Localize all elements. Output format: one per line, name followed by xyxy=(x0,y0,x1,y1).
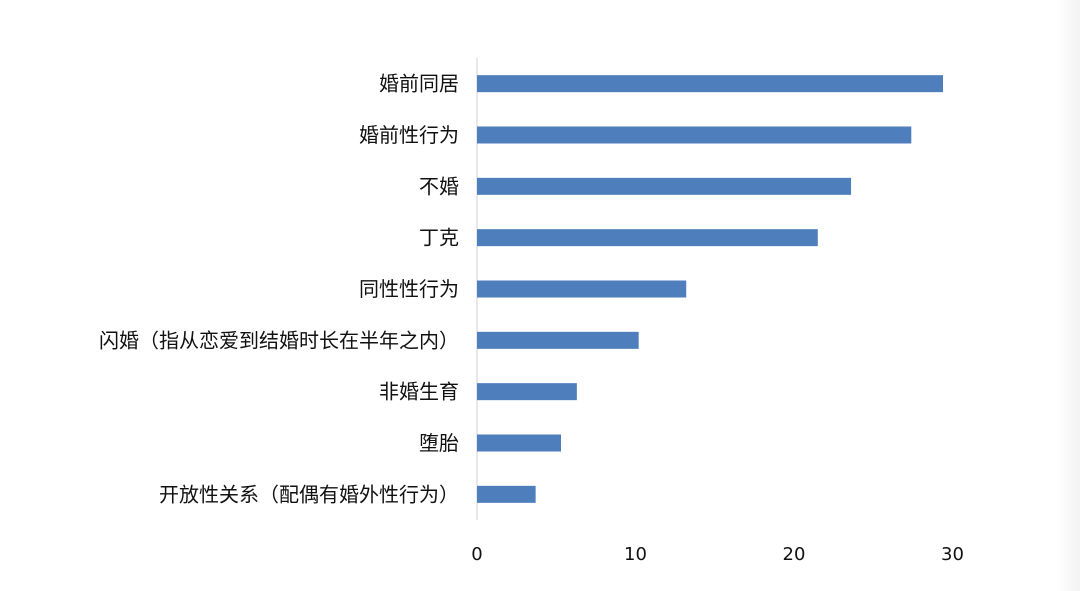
bar xyxy=(477,485,536,503)
bar xyxy=(477,434,562,452)
category-label: 不婚 xyxy=(419,174,459,198)
bar xyxy=(477,383,577,401)
category-label: 非婚生育 xyxy=(379,380,459,404)
category-label: 同性性行为 xyxy=(359,277,459,301)
category-label: 婚前同居 xyxy=(379,72,459,96)
category-label: 闪婚（指从恋爱到结婚时长在半年之内） xyxy=(99,328,459,352)
x-tick-label: 0 xyxy=(471,544,482,565)
category-label: 堕胎 xyxy=(419,431,459,455)
bar xyxy=(477,177,852,195)
bar xyxy=(477,280,687,298)
category-label: 婚前性行为 xyxy=(359,123,459,147)
bar xyxy=(477,331,639,349)
x-tick-label: 30 xyxy=(941,544,964,565)
bar xyxy=(477,229,818,247)
category-label: 丁克 xyxy=(419,226,459,250)
x-tick-label: 20 xyxy=(783,544,806,565)
page-edge-shade xyxy=(1056,0,1080,591)
category-label: 开放性关系（配偶有婚外性行为） xyxy=(159,482,459,506)
x-tick-label: 10 xyxy=(624,544,647,565)
bar xyxy=(477,75,943,93)
bar xyxy=(477,126,912,144)
